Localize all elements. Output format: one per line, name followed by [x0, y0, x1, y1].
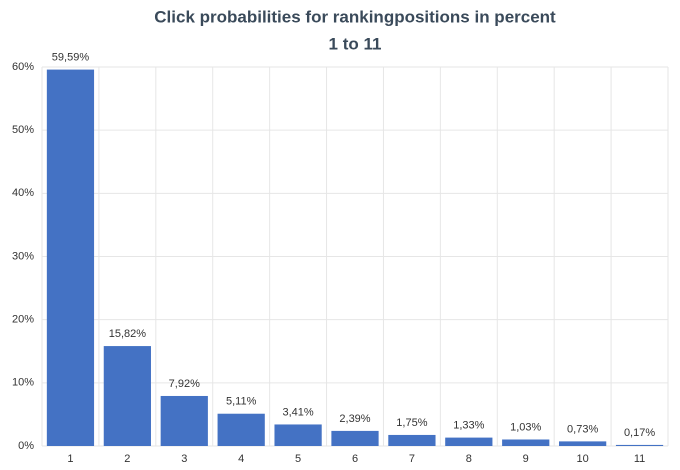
- value-label: 59,59%: [52, 51, 90, 63]
- bar: [502, 439, 550, 446]
- x-tick-label: 4: [238, 453, 244, 465]
- bar: [331, 430, 379, 446]
- value-label: 1,33%: [453, 420, 484, 432]
- y-tick-label: 60%: [12, 61, 34, 73]
- y-tick-label: 40%: [12, 187, 34, 199]
- x-tick-label: 2: [124, 453, 130, 465]
- bar: [445, 437, 493, 446]
- value-label: 3,41%: [282, 406, 313, 418]
- x-tick-label: 1: [67, 453, 73, 465]
- chart-subtitle: 1 to 11: [329, 34, 382, 53]
- value-label: 5,11%: [226, 396, 257, 408]
- x-tick-label: 6: [352, 453, 358, 465]
- bar: [217, 413, 265, 446]
- x-tick-label: 7: [409, 453, 415, 465]
- x-tick-label: 9: [523, 453, 529, 465]
- y-tick-label: 0%: [18, 440, 34, 452]
- bar: [559, 441, 607, 446]
- x-tick-label: 8: [466, 453, 472, 465]
- value-label: 0,17%: [624, 427, 655, 439]
- value-label: 0,73%: [567, 423, 598, 435]
- value-label: 1,75%: [396, 417, 427, 429]
- x-tick-label: 11: [634, 453, 645, 465]
- chart-title: Click probabilities for rankingpositions…: [154, 7, 556, 26]
- x-tick-label: 3: [181, 453, 187, 465]
- x-tick-label: 5: [295, 453, 301, 465]
- value-label: 7,92%: [169, 378, 200, 390]
- x-tick-label: 10: [577, 453, 589, 465]
- value-label: 2,39%: [339, 413, 370, 425]
- value-label: 1,03%: [510, 421, 541, 433]
- bar: [388, 434, 436, 446]
- y-tick-label: 50%: [12, 124, 34, 136]
- bar: [615, 444, 664, 446]
- value-label: 15,82%: [109, 328, 147, 340]
- bar: [160, 395, 208, 446]
- bar: [103, 346, 151, 446]
- y-tick-label: 30%: [12, 250, 34, 262]
- bar: [46, 69, 95, 446]
- y-tick-label: 10%: [12, 377, 34, 389]
- y-tick-label: 20%: [12, 314, 34, 326]
- bar: [274, 424, 322, 446]
